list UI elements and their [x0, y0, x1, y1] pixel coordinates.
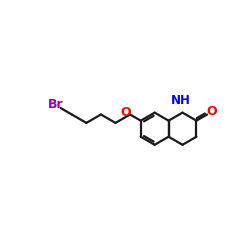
Text: O: O: [120, 106, 131, 118]
Text: O: O: [206, 105, 217, 118]
Text: Br: Br: [48, 98, 63, 112]
Text: NH: NH: [171, 94, 191, 107]
